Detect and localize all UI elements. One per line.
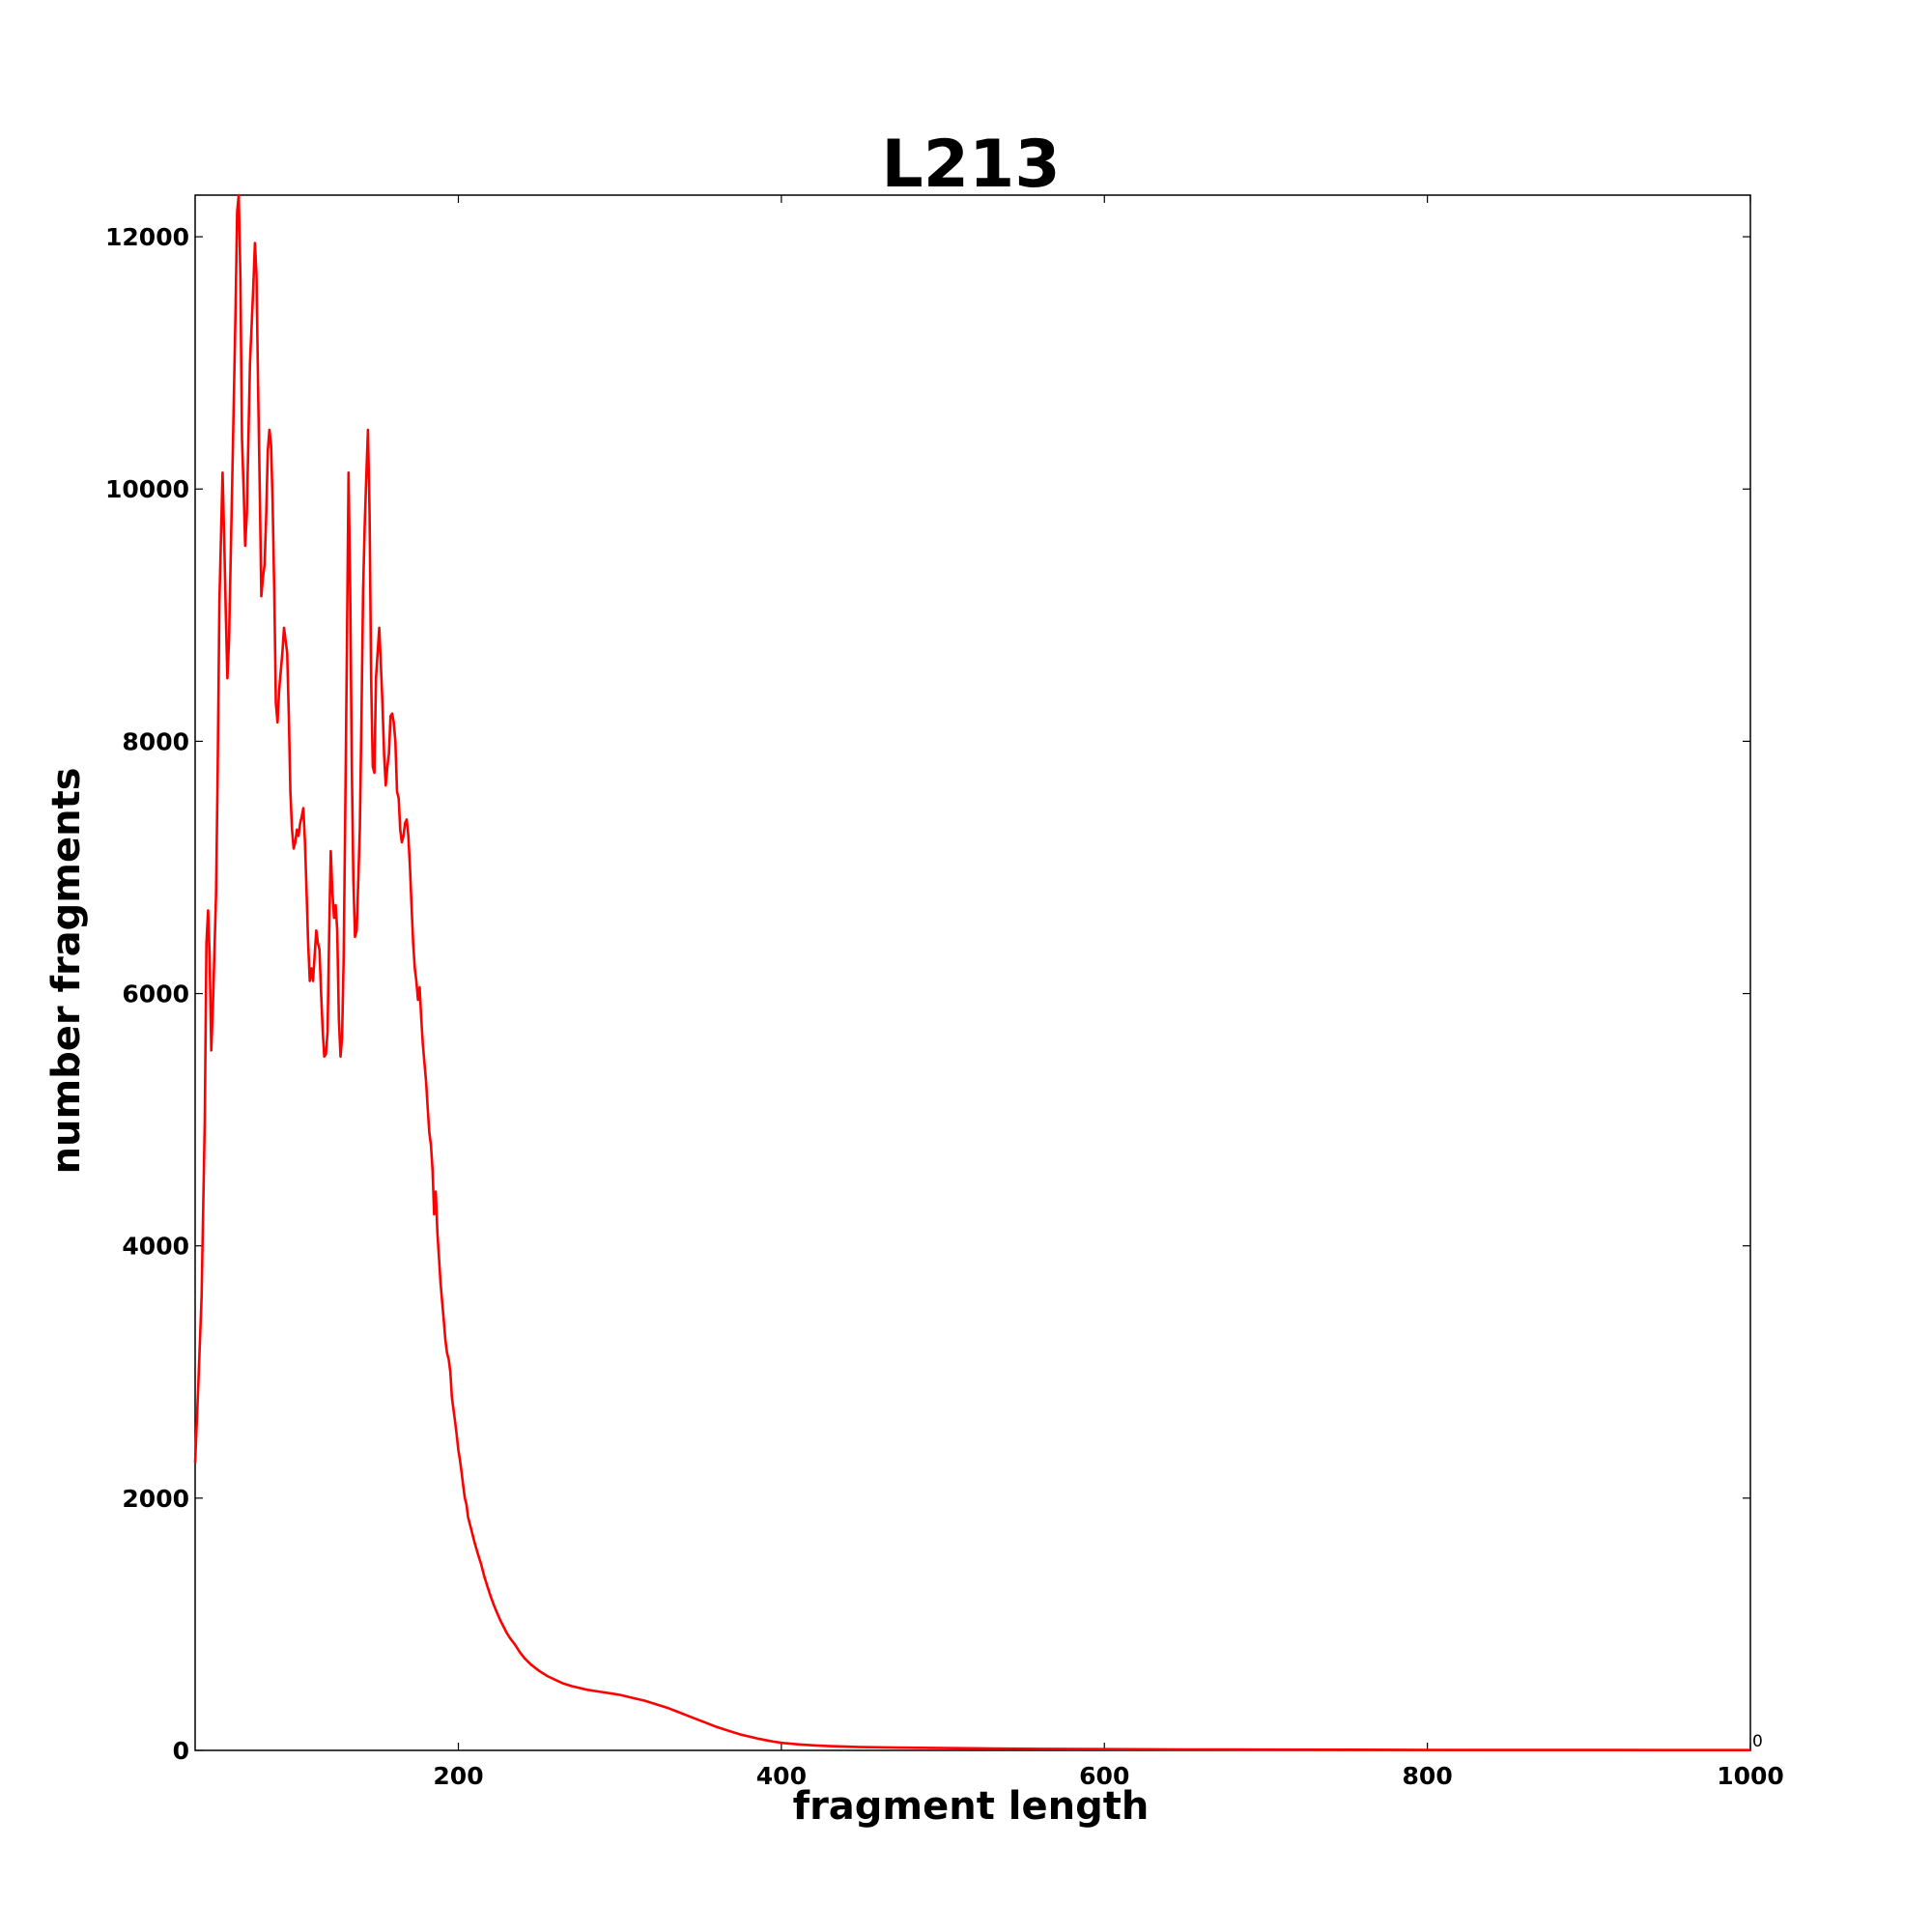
plot-frame — [194, 194, 1751, 1751]
plot-area: 200 400 600 800 1000020004000600080001000012… — [105, 193, 1784, 1790]
x-tick-label: 200 — [433, 1762, 483, 1790]
y-tick-label: 8000 — [122, 727, 189, 755]
x-tick-label: 400 — [756, 1762, 807, 1790]
x-tick-label: 800 — [1403, 1762, 1453, 1790]
y-tick-label: 10000 — [105, 475, 189, 503]
y-tick-label: 12000 — [105, 223, 189, 251]
corner-annotation: 0 — [1752, 1732, 1763, 1751]
chart-title: L213 — [881, 127, 1060, 203]
x-axis-label: fragment length — [793, 1784, 1150, 1829]
y-tick-label: 6000 — [122, 980, 189, 1009]
y-tick-label: 2000 — [122, 1485, 189, 1513]
y-tick-label: 4000 — [122, 1233, 189, 1261]
y-tick-label: 0 — [173, 1737, 189, 1765]
x-tick-label: 1000 — [1717, 1762, 1784, 1790]
y-axis-label: number fragments — [44, 767, 89, 1174]
x-tick-label: 600 — [1079, 1762, 1129, 1790]
series-line — [193, 193, 1750, 1751]
